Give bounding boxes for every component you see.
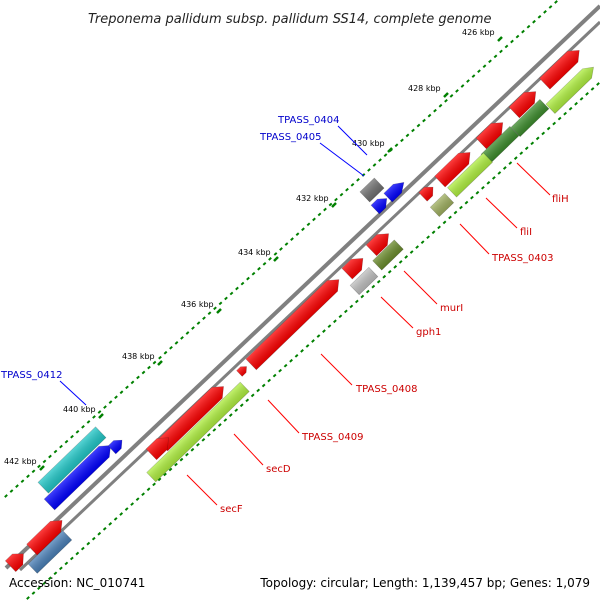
scale-label-430-kbp: 430 kbp bbox=[352, 139, 385, 148]
leader-line-tpass-0412 bbox=[59, 380, 87, 406]
scale-label-426-kbp: 426 kbp bbox=[462, 28, 495, 37]
scale-label-438-kbp: 438 kbp bbox=[122, 352, 155, 361]
backbone-inner bbox=[18, 20, 600, 572]
gene-arrow-TPASS_0412-blue bbox=[43, 445, 111, 511]
gene-arrow-secD-lime bbox=[146, 381, 250, 483]
scale-label-428-kbp: 428 kbp bbox=[408, 84, 441, 93]
gene-arrow-inner-5 bbox=[429, 192, 455, 218]
gene-arrow-gph1 bbox=[341, 258, 364, 280]
gene-label-muri: murI bbox=[440, 303, 463, 314]
tick-row-inner bbox=[26, 82, 600, 600]
gene-arrow-TPASS_0412-small bbox=[107, 439, 123, 455]
gene-label-tpass-0405: TPASS_0405 bbox=[259, 132, 321, 143]
tick-row-outer bbox=[4, 0, 558, 498]
gene-arrow-outer-2 bbox=[508, 91, 537, 119]
gene-label-flih: fliH bbox=[552, 194, 569, 205]
gene-label-secd: secD bbox=[266, 464, 291, 475]
gene-label-tpass-0408: TPASS_0408 bbox=[355, 384, 417, 395]
leader-line-flih bbox=[516, 162, 551, 196]
gene-arrow-TPASS_0408 bbox=[245, 279, 340, 371]
gene-label-gph1: gph1 bbox=[416, 327, 441, 338]
scale-label-434-kbp: 434 kbp bbox=[238, 248, 271, 257]
leader-line-secd bbox=[233, 433, 264, 466]
gene-arrow-secF bbox=[145, 437, 169, 461]
accession-text: Accession: NC_010741 bbox=[9, 576, 146, 590]
leader-line-secf bbox=[186, 474, 218, 506]
leader-line-tpass-0408 bbox=[320, 353, 353, 386]
gene-arrow-bottom-outer-1 bbox=[26, 520, 63, 556]
gene-arrow-bottom-inner bbox=[27, 530, 73, 574]
leader-line-muri bbox=[403, 270, 438, 305]
gene-arrow-gph1-gray bbox=[349, 266, 379, 296]
gene-arrow-outer-5 bbox=[418, 186, 434, 202]
gene-label-tpass-0403: TPASS_0403 bbox=[491, 253, 553, 264]
gene-arrow-fliH-green bbox=[510, 99, 550, 137]
leader-line-tpass-0403 bbox=[459, 223, 490, 255]
gene-label-tpass-0409: TPASS_0409 bbox=[301, 432, 363, 443]
gene-arrow-fliI bbox=[545, 66, 594, 114]
gene-labels: fliH fliI TPASS_0403 murI gph1 TPASS_0408 TPAS… bbox=[0, 115, 569, 515]
gene-label-tpass-0404: TPASS_0404 bbox=[277, 115, 339, 126]
gene-arrow-TPASS_0405-b bbox=[370, 198, 388, 215]
gene-arrow-small bbox=[236, 366, 247, 377]
leader-line-gph1 bbox=[380, 296, 414, 329]
leader-line-flii bbox=[485, 197, 518, 229]
gene-arrow-fliH bbox=[539, 50, 580, 90]
scale-ticks: 426 kbp 428 kbp 430 kbp 432 kbp 434 kbp 436 k… bbox=[4, 0, 600, 600]
scale-label-432-kbp: 432 kbp bbox=[296, 194, 329, 203]
scale-label-440-kbp: 440 kbp bbox=[63, 405, 96, 414]
gene-arrow-outer-3 bbox=[475, 122, 504, 150]
gene-arrow-TPASS_0405-a bbox=[383, 181, 405, 203]
gene-arrow-bottom-outer-2 bbox=[4, 553, 24, 573]
gene-arrow-murI bbox=[365, 233, 389, 257]
leader-line-tpass-0409 bbox=[267, 399, 300, 434]
gene-label-secf: secF bbox=[220, 504, 243, 515]
gene-arrow-inner-4 bbox=[447, 152, 493, 198]
backbone-outer bbox=[4, 4, 600, 570]
gene-features bbox=[4, 50, 594, 574]
leader-line-tpass-0405 bbox=[319, 142, 365, 177]
gene-arrow-TPASS_0404 bbox=[359, 177, 385, 203]
map-title: Treponema pallidum subsp. pallidum SS14,… bbox=[88, 12, 492, 27]
topology-text: Topology: circular; Length: 1,139,457 bp… bbox=[260, 576, 590, 590]
scale-label-442-kbp: 442 kbp bbox=[4, 457, 37, 466]
leader-line-tpass-0404 bbox=[337, 125, 368, 156]
gene-arrow-murI-green bbox=[372, 239, 404, 271]
gene-arrow-TPASS_0403 bbox=[434, 152, 471, 188]
gene-label-flii: fliI bbox=[520, 227, 532, 238]
gene-label-tpass-0412: TPASS_0412 bbox=[0, 370, 62, 381]
scale-label-436-kbp: 436 kbp bbox=[181, 300, 214, 309]
gene-arrow-TPASS_0412-cyan bbox=[37, 426, 107, 494]
